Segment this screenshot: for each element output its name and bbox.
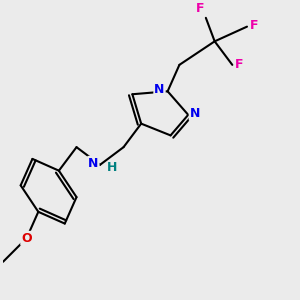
- Text: O: O: [21, 232, 32, 245]
- Text: H: H: [106, 161, 117, 174]
- Text: N: N: [88, 157, 99, 170]
- Text: F: F: [250, 19, 258, 32]
- Text: F: F: [196, 2, 204, 15]
- Text: N: N: [190, 107, 200, 120]
- Text: N: N: [154, 83, 165, 96]
- Text: F: F: [235, 58, 244, 71]
